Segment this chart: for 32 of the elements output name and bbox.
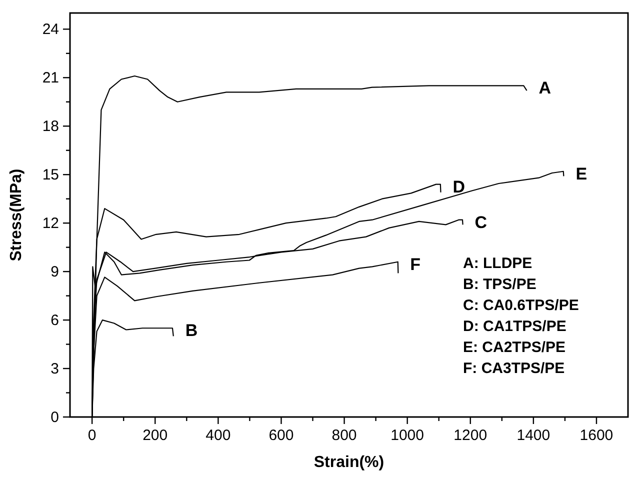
y-tick-label: 21 [42, 70, 59, 87]
y-tick-label: 24 [42, 21, 59, 38]
annotation: C: CA0.6TPS/PE [463, 297, 579, 314]
series-label: B [185, 321, 198, 340]
x-tick-label: 1400 [516, 427, 550, 444]
x-tick-label: 800 [332, 427, 357, 444]
x-axis-title: Strain(%) [314, 454, 384, 471]
x-tick-label: 1600 [580, 427, 614, 444]
y-tick-label: 15 [42, 166, 59, 184]
y-tick-label: 0 [50, 409, 59, 426]
x-tick-label: 200 [142, 427, 168, 444]
annotation: B: TPS/PE [463, 276, 536, 293]
y-tick-label: 6 [50, 312, 59, 330]
y-tick-label: 12 [42, 215, 59, 232]
series-label: A [538, 78, 552, 98]
annotation: A: LLDPE [463, 255, 532, 272]
series-label: D [452, 177, 466, 196]
x-tick-label: 1200 [454, 427, 488, 444]
series-label: E [576, 164, 588, 184]
annotation: D: CA1TPS/PE [463, 318, 566, 335]
y-tick-label: 18 [42, 118, 59, 136]
x-tick-label: 1000 [390, 427, 424, 444]
series-label: C [474, 212, 488, 232]
y-tick-label: 3 [50, 360, 59, 378]
x-tick-label: 400 [206, 427, 231, 444]
x-tick-label: 600 [268, 427, 294, 444]
annotation: E: CA2TPS/PE [463, 339, 566, 356]
y-axis-title: Stress(MPa) [8, 168, 25, 262]
y-tick-label: 9 [50, 264, 59, 281]
x-tick-label: 0 [88, 427, 96, 444]
series-label: F [410, 254, 421, 274]
annotation: F: CA3TPS/PE [463, 360, 565, 377]
